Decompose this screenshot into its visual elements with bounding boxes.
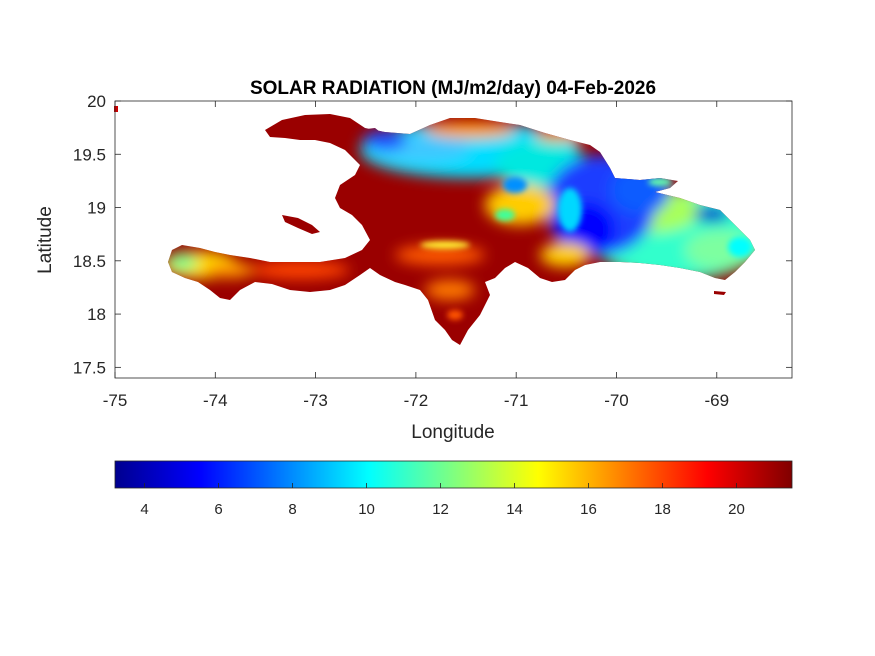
x-tick-label: -73 — [303, 391, 328, 410]
colorbar-tick-label: 8 — [288, 501, 296, 518]
y-tick-label: 18.5 — [73, 252, 106, 271]
colorbar-tick-label: 18 — [654, 501, 671, 518]
x-axis-label: Longitude — [411, 422, 494, 443]
x-tick-label: -69 — [704, 391, 729, 410]
x-axis-ticks: -75 -74 -73 -72 -71 -70 -69 — [103, 101, 729, 410]
solar-radiation-field — [168, 114, 755, 345]
x-tick-label: -75 — [103, 391, 128, 410]
y-axis-label: Latitude — [35, 206, 56, 274]
y-axis-ticks: 17.5 18 18.5 19 19.5 20 — [73, 92, 792, 377]
axes-box — [114, 100, 793, 379]
x-tick-label: -74 — [203, 391, 228, 410]
y-tick-label: 17.5 — [73, 358, 106, 377]
x-tick-label: -71 — [504, 391, 529, 410]
x-tick-label: -72 — [404, 391, 429, 410]
offshore-cell — [114, 106, 118, 112]
colorbar-tick-label: 4 — [140, 501, 148, 518]
y-tick-label: 18 — [87, 305, 106, 324]
colorbar-tick-label: 12 — [432, 501, 449, 518]
colorbar-tick-label: 20 — [728, 501, 745, 518]
colorbar-tick-label: 6 — [214, 501, 222, 518]
colorbar-tick-label: 16 — [580, 501, 597, 518]
x-tick-label: -70 — [604, 391, 629, 410]
y-tick-label: 19 — [87, 199, 106, 218]
colorbar — [114, 460, 793, 489]
colorbar-ticks: 4 6 8 10 12 14 16 18 20 — [140, 483, 745, 518]
y-tick-label: 20 — [87, 92, 106, 111]
colorbar-tick-label: 14 — [506, 501, 523, 518]
chart-title: SOLAR RADIATION (MJ/m2/day) 04-Feb-2026 — [250, 78, 656, 99]
y-tick-label: 19.5 — [73, 145, 106, 164]
colorbar-tick-label: 10 — [358, 501, 375, 518]
